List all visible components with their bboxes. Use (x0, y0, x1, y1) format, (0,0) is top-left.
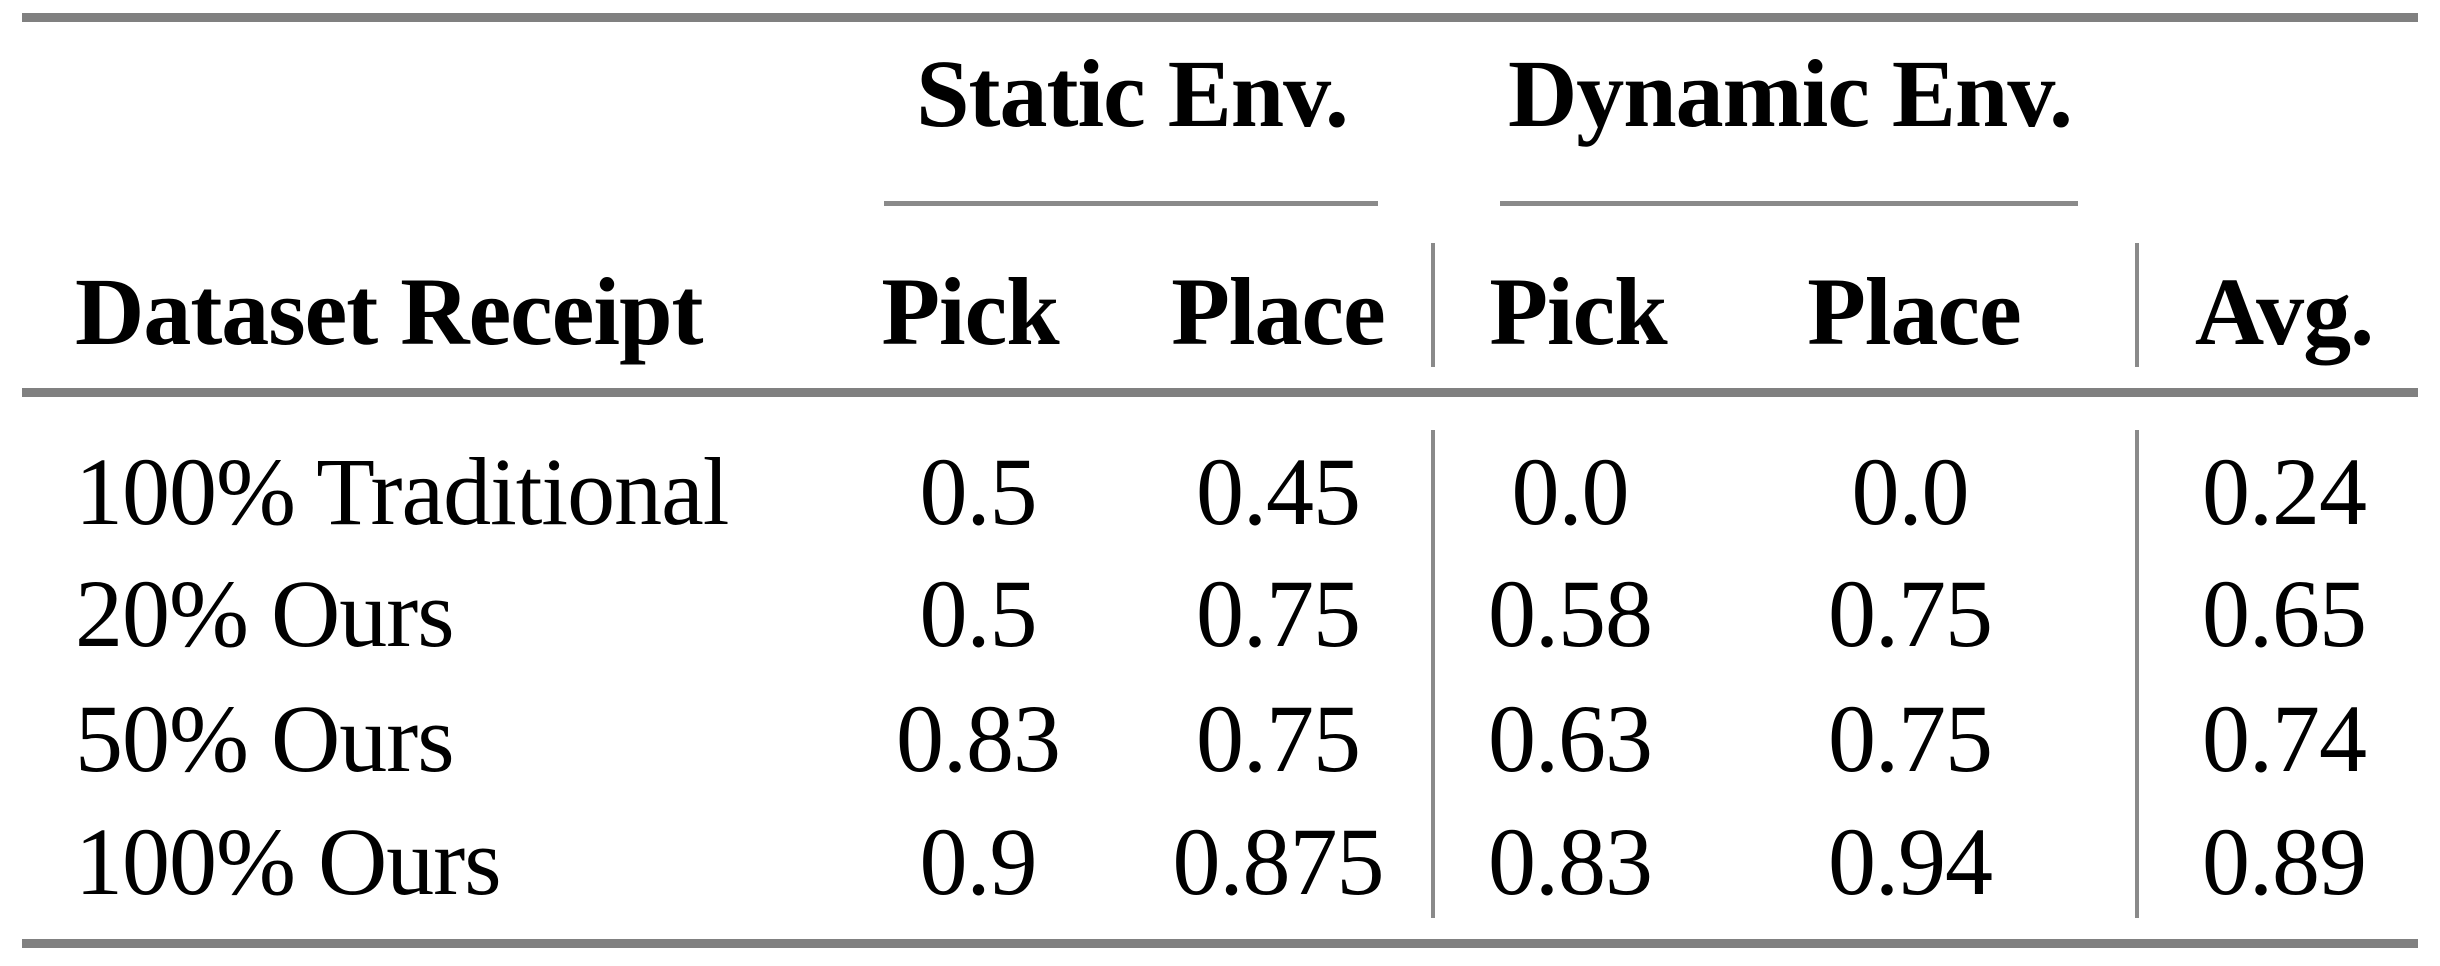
cell-static-pick: 0.5 (919, 438, 1038, 545)
row-label: 50% Ours (75, 685, 455, 792)
vertical-rule-static-dynamic-header (1431, 243, 1435, 367)
column-header-static-pick: Pick (881, 258, 1059, 365)
cell-dynamic-place: 0.0 (1851, 438, 1970, 545)
cell-dynamic-place: 0.94 (1828, 808, 1993, 915)
bottom-rule (22, 939, 2418, 948)
cell-dynamic-pick: 0.0 (1511, 438, 1630, 545)
vertical-rule-dynamic-avg-header (2135, 243, 2139, 367)
cell-dynamic-pick: 0.63 (1488, 685, 1653, 792)
header-rule (22, 388, 2418, 397)
cell-static-pick: 0.83 (896, 685, 1061, 792)
group-header-static: Static Env. (916, 40, 1349, 147)
cell-static-place: 0.875 (1172, 808, 1385, 915)
vertical-rule-static-dynamic-body (1431, 430, 1435, 918)
cell-dynamic-place: 0.75 (1828, 560, 1993, 667)
cell-dynamic-pick: 0.58 (1488, 560, 1653, 667)
cell-static-place: 0.75 (1196, 560, 1361, 667)
group-header-dynamic: Dynamic Env. (1507, 40, 2073, 147)
cmidrule-static (884, 201, 1378, 206)
vertical-rule-dynamic-avg-body (2135, 430, 2139, 918)
top-rule (22, 13, 2418, 22)
cell-static-pick: 0.5 (919, 560, 1038, 667)
column-header-avg: Avg. (2194, 258, 2374, 365)
cell-dynamic-place: 0.75 (1828, 685, 1993, 792)
column-header-dynamic-place: Place (1807, 258, 2022, 365)
cell-avg: 0.24 (2202, 438, 2367, 545)
column-header-dataset: Dataset Receipt (75, 258, 703, 365)
cmidrule-dynamic (1500, 201, 2078, 206)
column-header-static-place: Place (1171, 258, 1386, 365)
cell-avg: 0.74 (2202, 685, 2367, 792)
column-header-dynamic-pick: Pick (1489, 258, 1667, 365)
row-label: 100% Traditional (75, 438, 729, 545)
row-label: 20% Ours (75, 560, 455, 667)
cell-static-place: 0.45 (1196, 438, 1361, 545)
cell-avg: 0.89 (2202, 808, 2367, 915)
cell-avg: 0.65 (2202, 560, 2367, 667)
cell-static-place: 0.75 (1196, 685, 1361, 792)
cell-dynamic-pick: 0.83 (1488, 808, 1653, 915)
cell-static-pick: 0.9 (919, 808, 1038, 915)
row-label: 100% Ours (75, 808, 502, 915)
